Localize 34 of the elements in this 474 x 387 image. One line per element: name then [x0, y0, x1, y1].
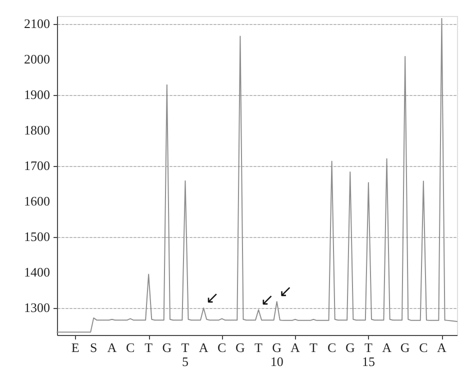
- y-tick-label: 2100: [24, 16, 50, 31]
- x-tick-label: G: [400, 340, 410, 355]
- y-tick-label: 1800: [24, 122, 50, 138]
- x-tick-label: A: [290, 340, 300, 355]
- x-tick-label: C: [327, 340, 336, 355]
- line-series: [56, 18, 458, 333]
- y-tick-label: 1500: [24, 228, 50, 244]
- x-tick-label: G: [162, 340, 172, 355]
- x-tick-label: G: [236, 340, 245, 355]
- y-tick-label: 1600: [24, 193, 50, 208]
- x-tick-label: S: [90, 340, 98, 355]
- annotation: ↙: [260, 290, 274, 309]
- y-tick-label: 1400: [24, 264, 50, 280]
- x-tick-label: G: [345, 340, 355, 355]
- x-tick-label: T: [144, 340, 153, 355]
- x-tick-label: T 5: [181, 340, 190, 369]
- x-tick-label: A: [198, 340, 209, 355]
- x-tick-label: C: [218, 340, 226, 355]
- y-tick-label: 2000: [24, 51, 50, 66]
- y-tick-label: 1700: [24, 158, 50, 173]
- annotation: ↙: [278, 282, 292, 301]
- x-tick-label: A: [382, 340, 392, 355]
- y-tick-label: 1300: [24, 300, 50, 315]
- x-tick-label: C: [126, 340, 135, 355]
- annotation: ↙: [206, 288, 219, 307]
- x-tick-label: A: [107, 340, 118, 355]
- x-tick-label: G 10: [270, 340, 284, 369]
- y-tick-label: 1900: [24, 86, 50, 102]
- x-tick-label: E: [71, 340, 80, 355]
- x-tick-label: T 15: [362, 340, 375, 369]
- x-tick-label: T: [254, 340, 263, 355]
- x-tick-label: C: [419, 340, 428, 355]
- x-tick-label: A: [437, 340, 448, 355]
- x-tick-label: T: [310, 340, 318, 355]
